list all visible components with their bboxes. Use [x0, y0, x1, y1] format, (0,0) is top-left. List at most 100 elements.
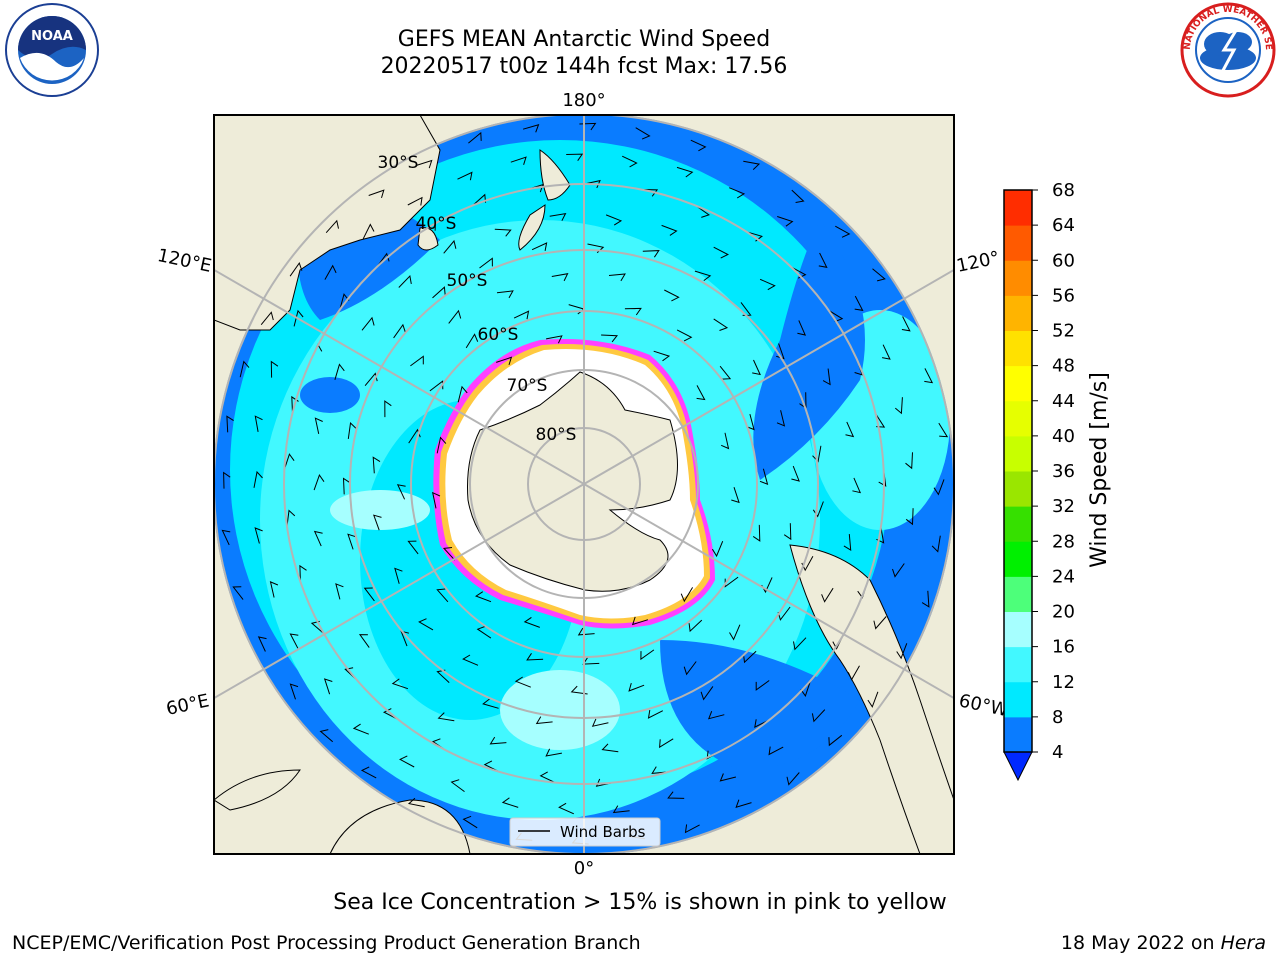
wind-barb [707, 711, 725, 720]
wind-barb [719, 773, 737, 782]
wind-barb [399, 755, 415, 768]
wind-barb [577, 627, 595, 636]
wind-barb [752, 524, 761, 542]
wind-barb [800, 680, 811, 697]
wind-barb [793, 637, 807, 651]
wind-barb [735, 799, 752, 808]
wind-barb [239, 360, 250, 378]
wind-barb [684, 824, 700, 834]
wind-barb [293, 309, 304, 327]
wind-barb [289, 262, 303, 277]
wind-barb [724, 576, 739, 588]
wind-barb [938, 422, 949, 438]
colorbar-segment-6 [1004, 506, 1032, 542]
wind-barb [818, 252, 828, 268]
wind-barb [713, 246, 730, 259]
wind-barb [269, 581, 279, 598]
colorbar-segment-0 [1004, 716, 1032, 753]
wind-barb [896, 643, 908, 660]
wind-barb [363, 587, 375, 602]
wind-barb [462, 815, 478, 829]
lon-label-60e: 60°E [164, 690, 211, 720]
wind-barb [797, 320, 807, 336]
wind-barb [313, 530, 323, 547]
wind-barb [621, 155, 638, 168]
wind-barb [364, 372, 378, 387]
wind-barb [791, 189, 805, 203]
wind-barb [462, 654, 479, 666]
wind-barb [729, 624, 741, 641]
wind-barb [905, 508, 914, 526]
sea-ice-note: Sea Ice Concentration > 15% is shown in … [333, 890, 947, 915]
wind-barb [347, 533, 356, 550]
credit-host: Hera [1220, 932, 1266, 954]
lat-label-30s: 30°S [378, 153, 419, 173]
wind-barb [407, 797, 425, 808]
wind-barb [270, 360, 279, 378]
wind-barb [319, 729, 334, 743]
colorbar-segment-12 [1004, 295, 1032, 331]
wind-barb [448, 309, 462, 324]
colorbar-tick-label: 8 [1052, 707, 1063, 728]
wind-band-4-8-e [300, 377, 360, 413]
colorbar-segment-13 [1004, 260, 1032, 296]
wind-barb [811, 709, 826, 723]
colorbar-segment-4 [1004, 576, 1032, 612]
wind-barb [465, 333, 479, 349]
wind-barb [843, 534, 852, 552]
wind-barb [457, 171, 473, 181]
colorbar-tick-label: 28 [1052, 531, 1075, 552]
wind-barb [394, 567, 403, 584]
wind-barb [752, 359, 761, 376]
colorbar-tick-label: 68 [1052, 180, 1075, 201]
colorbar-tick-label: 40 [1052, 426, 1075, 447]
wind-barb [821, 587, 834, 603]
wind-barb [260, 311, 274, 326]
wind-barb [680, 587, 694, 603]
wind-barb [407, 196, 423, 206]
wind-barb [591, 718, 609, 727]
wind-barb [362, 223, 375, 240]
wind-barb [743, 650, 757, 664]
antarctica-land [467, 371, 678, 592]
wind-barb [376, 252, 390, 267]
map-frame [213, 114, 955, 855]
wind-barb [313, 474, 325, 491]
colorbar-tick-label: 36 [1052, 461, 1075, 482]
wind-barb [688, 619, 703, 633]
lat-label-80s: 80°S [536, 425, 577, 445]
wind-barb [835, 225, 851, 238]
lat-label-70s: 70°S [507, 376, 548, 396]
wind-barb [325, 219, 339, 234]
colorbar-segment-7 [1004, 471, 1032, 507]
wind-barb [631, 616, 649, 626]
wind-barb [791, 465, 800, 482]
wind-barb [323, 678, 333, 695]
wind-barb [398, 274, 412, 288]
wind-barb [437, 712, 455, 722]
wind-barb [720, 432, 730, 450]
colorbar-tick-label: 12 [1052, 672, 1075, 693]
wind-barb [661, 224, 678, 236]
nws-logo-icon: NATIONAL WEATHER SERVICE [1176, 2, 1276, 98]
wind-barb [442, 547, 456, 561]
wind-barb [384, 400, 392, 418]
wind-barb [584, 179, 601, 189]
wind-barb [289, 683, 299, 700]
wind-barb [605, 214, 623, 226]
gridlines [214, 115, 954, 854]
wind-barb [667, 791, 685, 799]
wind-barb [628, 682, 645, 692]
wind-barb [854, 295, 864, 311]
wind-barb [612, 805, 630, 814]
wind-barb [513, 310, 530, 320]
wind-barb [852, 477, 862, 494]
colorbar-tick-label: 16 [1052, 637, 1075, 658]
wind-barb [372, 514, 382, 531]
wind-barb [882, 344, 891, 360]
wind-barb [551, 273, 569, 282]
map-panel [214, 115, 954, 854]
wind-barb [690, 139, 707, 152]
colorbar-segment-10 [1004, 365, 1032, 402]
